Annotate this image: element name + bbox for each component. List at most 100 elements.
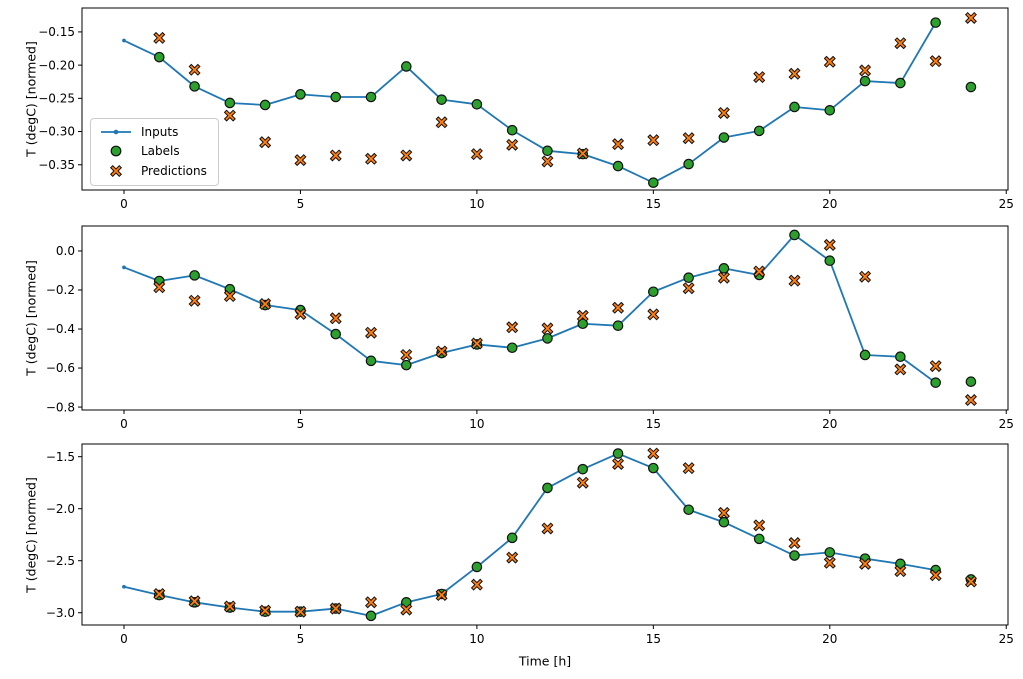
legend-inputs-dot <box>113 129 119 135</box>
legend-item-labels: Labels <box>99 144 210 158</box>
panel-2-predictions-point <box>859 270 872 283</box>
predictions-x-icon <box>109 164 123 178</box>
panel-1-predictions-point <box>929 55 942 68</box>
panel-1-labels-point <box>436 94 447 105</box>
panel-2-labels-point <box>365 355 377 367</box>
panel-3-predictions-point <box>365 596 378 609</box>
panel-2-labels-point <box>859 349 871 361</box>
panel-2-predictions-point <box>964 394 977 407</box>
panel-1-predictions-point <box>964 11 977 24</box>
panel-3-predictions-point <box>223 600 236 613</box>
panel-1-predictions-point <box>894 37 907 50</box>
panel-2-y-tick-label: 0.0 <box>56 244 75 258</box>
panel-1-x-tick-label: 20 <box>822 197 837 211</box>
panel-3-predictions-point <box>153 587 166 601</box>
panel-1-labels-point <box>895 77 906 89</box>
panel-2-predictions-point <box>753 265 766 278</box>
panel-2-predictions-point <box>647 308 660 321</box>
panel-1-x-tick-label: 5 <box>297 197 305 211</box>
panel-3-predictions-point <box>894 565 907 578</box>
panel-2-predictions-point <box>223 290 236 303</box>
panel-3-x-tick-label: 0 <box>120 632 128 646</box>
panel-1-predictions-point <box>400 149 413 162</box>
panel-1-labels-point <box>965 81 977 93</box>
panel-3-predictions-point <box>647 447 660 460</box>
panel-1-labels-point <box>401 61 412 72</box>
y-axis-label-panel-3: T (degC) [normed] <box>23 477 39 593</box>
panel-1-labels-point <box>930 17 941 28</box>
panel-1-predictions-point <box>223 109 236 122</box>
panel-2-x-tick-label: 0 <box>120 417 128 431</box>
panel-3-predictions-point <box>612 457 625 470</box>
panel-1-labels-point <box>542 145 553 157</box>
panel-2-labels-point <box>330 328 342 340</box>
panel-3-predictions-point <box>435 589 448 602</box>
panel-1-y-tick-label: −0.15 <box>38 25 75 39</box>
panel-3-labels-point <box>365 610 377 622</box>
panel-2-predictions-point <box>788 274 801 287</box>
panel-3-labels-point <box>577 463 589 475</box>
panel-3-inputs-point <box>122 584 126 589</box>
panel-1-labels-point <box>259 99 271 111</box>
panel-1-predictions-point <box>153 31 166 44</box>
panel-3-y-tick-label: −3.0 <box>46 606 75 620</box>
panel-1-labels-point <box>648 177 659 188</box>
panel-3-labels-point <box>824 547 836 558</box>
panel-2-predictions-point <box>717 271 730 284</box>
panel-1-predictions-point <box>682 132 695 145</box>
panel-1-predictions-point <box>753 71 766 84</box>
panel-3-border <box>81 443 1009 626</box>
panel-1-predictions-point <box>365 152 378 165</box>
panel-2-predictions-point <box>470 337 483 350</box>
panel-2-predictions-point <box>506 321 519 334</box>
panel-1-predictions-point <box>859 64 872 77</box>
panel-2-predictions-point <box>576 309 589 322</box>
panel-2-y-tick-label: −0.6 <box>46 361 75 375</box>
panel-1-labels-point <box>295 89 306 100</box>
panel-1-predictions-point <box>188 63 201 76</box>
panel-1-predictions-point <box>541 155 554 168</box>
panel-2-predictions-point <box>329 312 342 325</box>
panel-3-x-tick-label: 10 <box>469 632 484 646</box>
panel-3-labels-point <box>612 448 624 459</box>
panel-3-predictions-point <box>294 605 307 618</box>
panel-1-predictions-point <box>717 106 730 119</box>
panel-3-x-tick-label: 15 <box>646 632 661 646</box>
panel-1-labels-point <box>330 91 342 103</box>
panel-3-predictions-point <box>964 575 977 588</box>
panel-2-labels-point <box>648 286 659 298</box>
panel-1-y-tick-label: −0.20 <box>38 58 75 72</box>
panel-2-predictions-point <box>682 282 695 295</box>
panel-2-predictions-point <box>894 363 907 376</box>
panel-2-x-tick-label: 10 <box>469 417 484 431</box>
legend-inputs-label: Inputs <box>141 125 179 139</box>
panel-1-predictions-point <box>506 138 519 151</box>
panel-3-predictions-point <box>506 551 519 564</box>
panel-2-inputs-point <box>122 265 126 270</box>
panel-2-predictions-point <box>153 281 166 294</box>
legend-item-predictions: Predictions <box>99 164 210 178</box>
panel-3-predictions-point <box>753 519 766 532</box>
panel-2-x-tick-label: 15 <box>646 417 661 431</box>
panel-1-y-tick-label: −0.30 <box>38 125 75 139</box>
panel-2-labels-point <box>542 333 553 344</box>
panel-3-labels-point <box>471 561 483 573</box>
panel-1-predictions-point <box>612 138 625 151</box>
panel-2-x-tick-label: 5 <box>297 417 305 431</box>
panel-2-predictions-point <box>365 326 378 339</box>
labels-circle-icon <box>110 145 122 157</box>
panel-2-labels-point <box>189 270 200 281</box>
legend-predictions-label: Predictions <box>141 164 207 178</box>
panel-1-labels-point <box>789 101 800 113</box>
panel-2-labels-point <box>506 342 518 354</box>
panel-1-y-tick-label: −0.25 <box>38 92 75 106</box>
panel-3-predictions-point <box>329 602 342 615</box>
legend-labels-circle <box>110 145 122 157</box>
panel-2-predictions-point <box>823 238 836 251</box>
panel-2-y-tick-label: −0.4 <box>46 322 75 336</box>
panel-3-labels-point <box>789 550 800 561</box>
panel-1-labels-point <box>365 91 377 103</box>
panel-1-labels-point <box>718 132 730 143</box>
panel-1-predictions-point <box>294 154 307 167</box>
panel-3-predictions-point <box>929 569 942 582</box>
